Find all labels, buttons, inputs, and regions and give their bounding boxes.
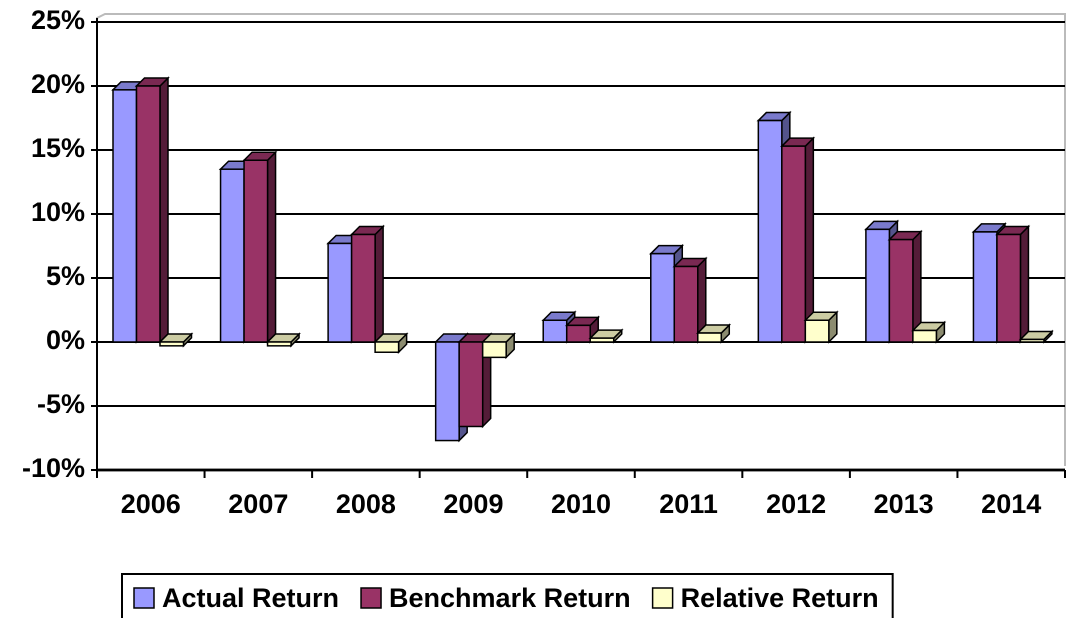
bar xyxy=(781,145,807,343)
bar-side xyxy=(1019,224,1030,344)
bar xyxy=(350,233,376,343)
x-tick-label: 2013 xyxy=(874,489,934,519)
bar xyxy=(481,341,507,359)
bar xyxy=(565,324,591,343)
bar xyxy=(589,337,615,343)
bar xyxy=(650,252,676,343)
y-tick-label: 0% xyxy=(46,325,85,355)
bar xyxy=(219,168,245,343)
x-tick-label: 2006 xyxy=(121,489,181,519)
bar xyxy=(697,332,723,343)
y-tick-label: 15% xyxy=(31,133,85,163)
legend-swatch xyxy=(133,587,155,609)
bar-side xyxy=(804,136,815,344)
bar xyxy=(996,233,1022,343)
bar xyxy=(757,119,783,343)
legend-label: Relative Return xyxy=(681,583,879,613)
bar xyxy=(434,341,460,442)
legend-label: Actual Return xyxy=(162,583,339,613)
bar xyxy=(888,238,914,343)
y-tick-label: -10% xyxy=(22,453,85,483)
bar xyxy=(972,231,998,343)
bar xyxy=(374,341,400,353)
y-tick-label: 25% xyxy=(31,5,85,35)
bar xyxy=(112,89,138,343)
bar xyxy=(542,319,568,343)
bar xyxy=(1019,338,1045,343)
bar xyxy=(673,265,699,343)
y-tick-label: -5% xyxy=(37,389,85,419)
bar-side xyxy=(159,76,169,344)
bar xyxy=(135,85,161,343)
x-tick-label: 2008 xyxy=(336,489,396,519)
x-tick-label: 2007 xyxy=(228,489,288,519)
x-tick-label: 2011 xyxy=(659,489,718,519)
x-tick-label: 2012 xyxy=(766,489,826,519)
bar xyxy=(266,341,292,347)
bar xyxy=(159,341,185,347)
bar-side xyxy=(266,150,277,344)
bar xyxy=(327,242,353,343)
legend-swatch xyxy=(651,587,674,609)
bar xyxy=(458,341,484,428)
x-tick-label: 2010 xyxy=(551,489,611,519)
y-tick-label: 20% xyxy=(31,69,85,99)
legend-label: Benchmark Return xyxy=(389,583,631,613)
legend xyxy=(121,573,894,618)
legend-swatch xyxy=(360,587,382,609)
x-tick-label: 2009 xyxy=(443,489,503,519)
bar xyxy=(865,228,891,343)
y-tick-label: 10% xyxy=(31,197,85,227)
bar xyxy=(804,319,830,343)
bar xyxy=(912,329,938,343)
bar xyxy=(243,159,269,343)
bar-side xyxy=(374,224,384,344)
y-tick-label: 5% xyxy=(46,261,85,291)
x-tick-label: 2014 xyxy=(981,489,1041,519)
